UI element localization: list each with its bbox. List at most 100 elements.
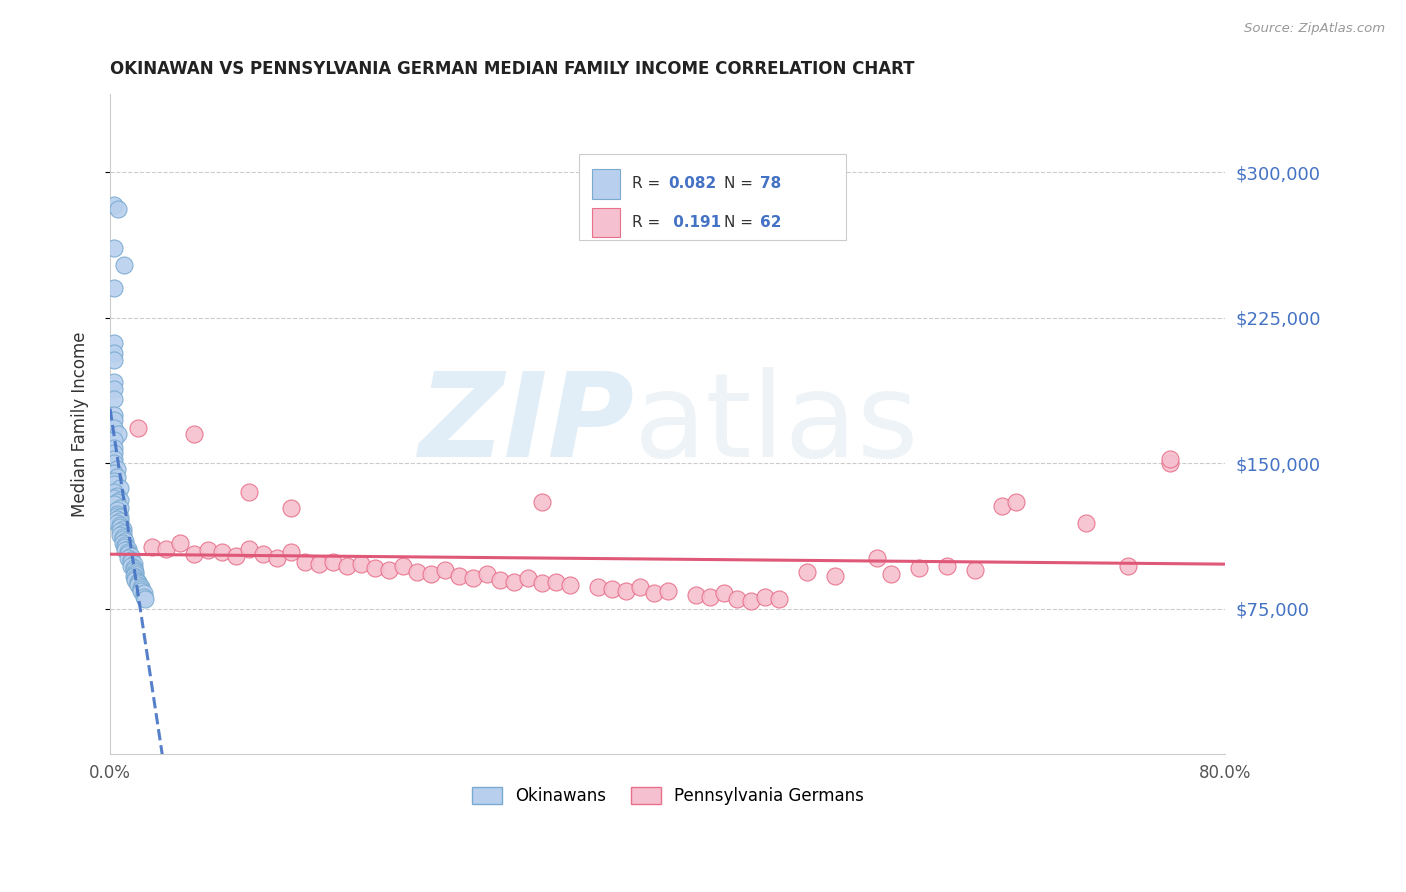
- Point: [122, 563, 145, 577]
- Point: [322, 555, 344, 569]
- Point: [336, 559, 359, 574]
- Point: [132, 590, 155, 604]
- Text: 62: 62: [761, 215, 782, 230]
- Point: [155, 541, 177, 556]
- Point: [308, 557, 330, 571]
- Legend: Okinawans, Pennsylvania Germans: Okinawans, Pennsylvania Germans: [465, 780, 870, 812]
- Point: [105, 512, 128, 526]
- Point: [266, 551, 288, 566]
- Point: [103, 345, 125, 359]
- Text: 0.191: 0.191: [668, 215, 721, 230]
- Point: [111, 522, 134, 536]
- Point: [105, 469, 128, 483]
- Point: [114, 538, 136, 552]
- Point: [105, 495, 128, 509]
- Point: [111, 535, 134, 549]
- Point: [108, 520, 131, 534]
- Point: [419, 566, 441, 581]
- Point: [754, 590, 776, 604]
- Point: [963, 563, 986, 577]
- Point: [103, 466, 125, 480]
- Point: [197, 543, 219, 558]
- Point: [531, 576, 554, 591]
- Point: [103, 456, 125, 470]
- Point: [103, 198, 125, 212]
- Point: [129, 584, 152, 599]
- Point: [117, 541, 139, 556]
- Text: N =: N =: [724, 177, 752, 191]
- Point: [103, 497, 125, 511]
- Point: [108, 524, 131, 538]
- Point: [628, 580, 651, 594]
- Point: [108, 500, 131, 515]
- Point: [447, 568, 470, 582]
- Point: [685, 588, 707, 602]
- Point: [105, 516, 128, 531]
- Point: [105, 462, 128, 476]
- Point: [122, 561, 145, 575]
- Point: [768, 591, 790, 606]
- Point: [103, 241, 125, 255]
- Point: [117, 545, 139, 559]
- Point: [108, 528, 131, 542]
- Point: [935, 559, 957, 574]
- Point: [796, 565, 818, 579]
- FancyBboxPatch shape: [592, 208, 620, 237]
- Point: [225, 549, 247, 564]
- Point: [727, 591, 749, 606]
- Point: [560, 578, 582, 592]
- Point: [350, 557, 373, 571]
- Point: [105, 489, 128, 503]
- Point: [103, 441, 125, 455]
- Point: [183, 547, 205, 561]
- Point: [105, 502, 128, 516]
- Point: [103, 474, 125, 488]
- Point: [713, 586, 735, 600]
- Point: [614, 584, 637, 599]
- Point: [127, 578, 149, 592]
- Point: [405, 565, 427, 579]
- Point: [122, 557, 145, 571]
- FancyBboxPatch shape: [592, 169, 620, 199]
- Text: ZIP: ZIP: [419, 367, 634, 482]
- Point: [103, 477, 125, 491]
- Point: [103, 421, 125, 435]
- Point: [643, 586, 665, 600]
- Point: [378, 563, 401, 577]
- Point: [108, 510, 131, 524]
- Point: [1159, 456, 1181, 470]
- Point: [103, 413, 125, 427]
- Point: [124, 571, 146, 585]
- Point: [103, 433, 125, 447]
- Text: R =: R =: [633, 177, 665, 191]
- Point: [1005, 495, 1028, 509]
- Point: [111, 532, 134, 546]
- Point: [117, 547, 139, 561]
- Point: [866, 551, 889, 566]
- Point: [117, 551, 139, 566]
- Point: [103, 446, 125, 460]
- Point: [211, 545, 233, 559]
- Point: [294, 555, 316, 569]
- Point: [503, 574, 526, 589]
- Point: [120, 555, 142, 569]
- Point: [280, 545, 302, 559]
- Point: [127, 574, 149, 589]
- Point: [280, 500, 302, 515]
- Point: [111, 526, 134, 541]
- Point: [120, 553, 142, 567]
- Point: [991, 499, 1014, 513]
- Text: 0.082: 0.082: [668, 177, 716, 191]
- Point: [103, 383, 125, 397]
- Point: [103, 485, 125, 500]
- Point: [103, 353, 125, 368]
- Point: [107, 427, 129, 442]
- Point: [114, 543, 136, 558]
- Point: [112, 258, 135, 272]
- Point: [134, 591, 156, 606]
- Text: Source: ZipAtlas.com: Source: ZipAtlas.com: [1244, 22, 1385, 36]
- Point: [124, 565, 146, 579]
- Point: [546, 574, 568, 589]
- Point: [108, 518, 131, 533]
- Text: R =: R =: [633, 215, 665, 230]
